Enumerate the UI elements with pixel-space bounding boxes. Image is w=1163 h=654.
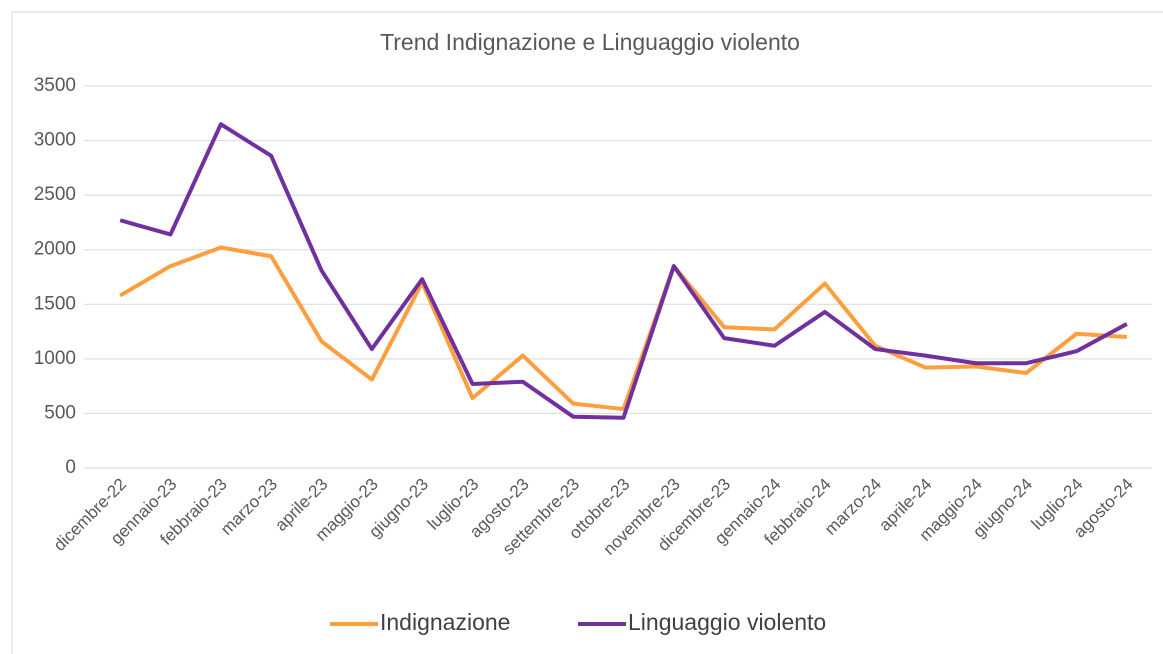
y-tick-label: 1000 — [34, 348, 76, 369]
y-tick-label: 0 — [65, 457, 76, 478]
y-tick-label: 2000 — [34, 239, 76, 260]
legend-label: Indignazione — [380, 609, 510, 635]
data-line — [119, 122, 1128, 420]
y-tick-label: 1500 — [34, 293, 76, 314]
chart-frame — [11, 11, 1163, 654]
data-line — [119, 245, 1127, 412]
y-tick-label: 3000 — [34, 130, 76, 151]
y-tick-label: 3500 — [34, 75, 76, 96]
y-tick-label: 500 — [44, 402, 76, 423]
legend-label: Linguaggio violento — [628, 609, 826, 635]
chart-title: Trend Indignazione e Linguaggio violento — [380, 29, 800, 55]
y-tick-label: 2500 — [34, 184, 76, 205]
